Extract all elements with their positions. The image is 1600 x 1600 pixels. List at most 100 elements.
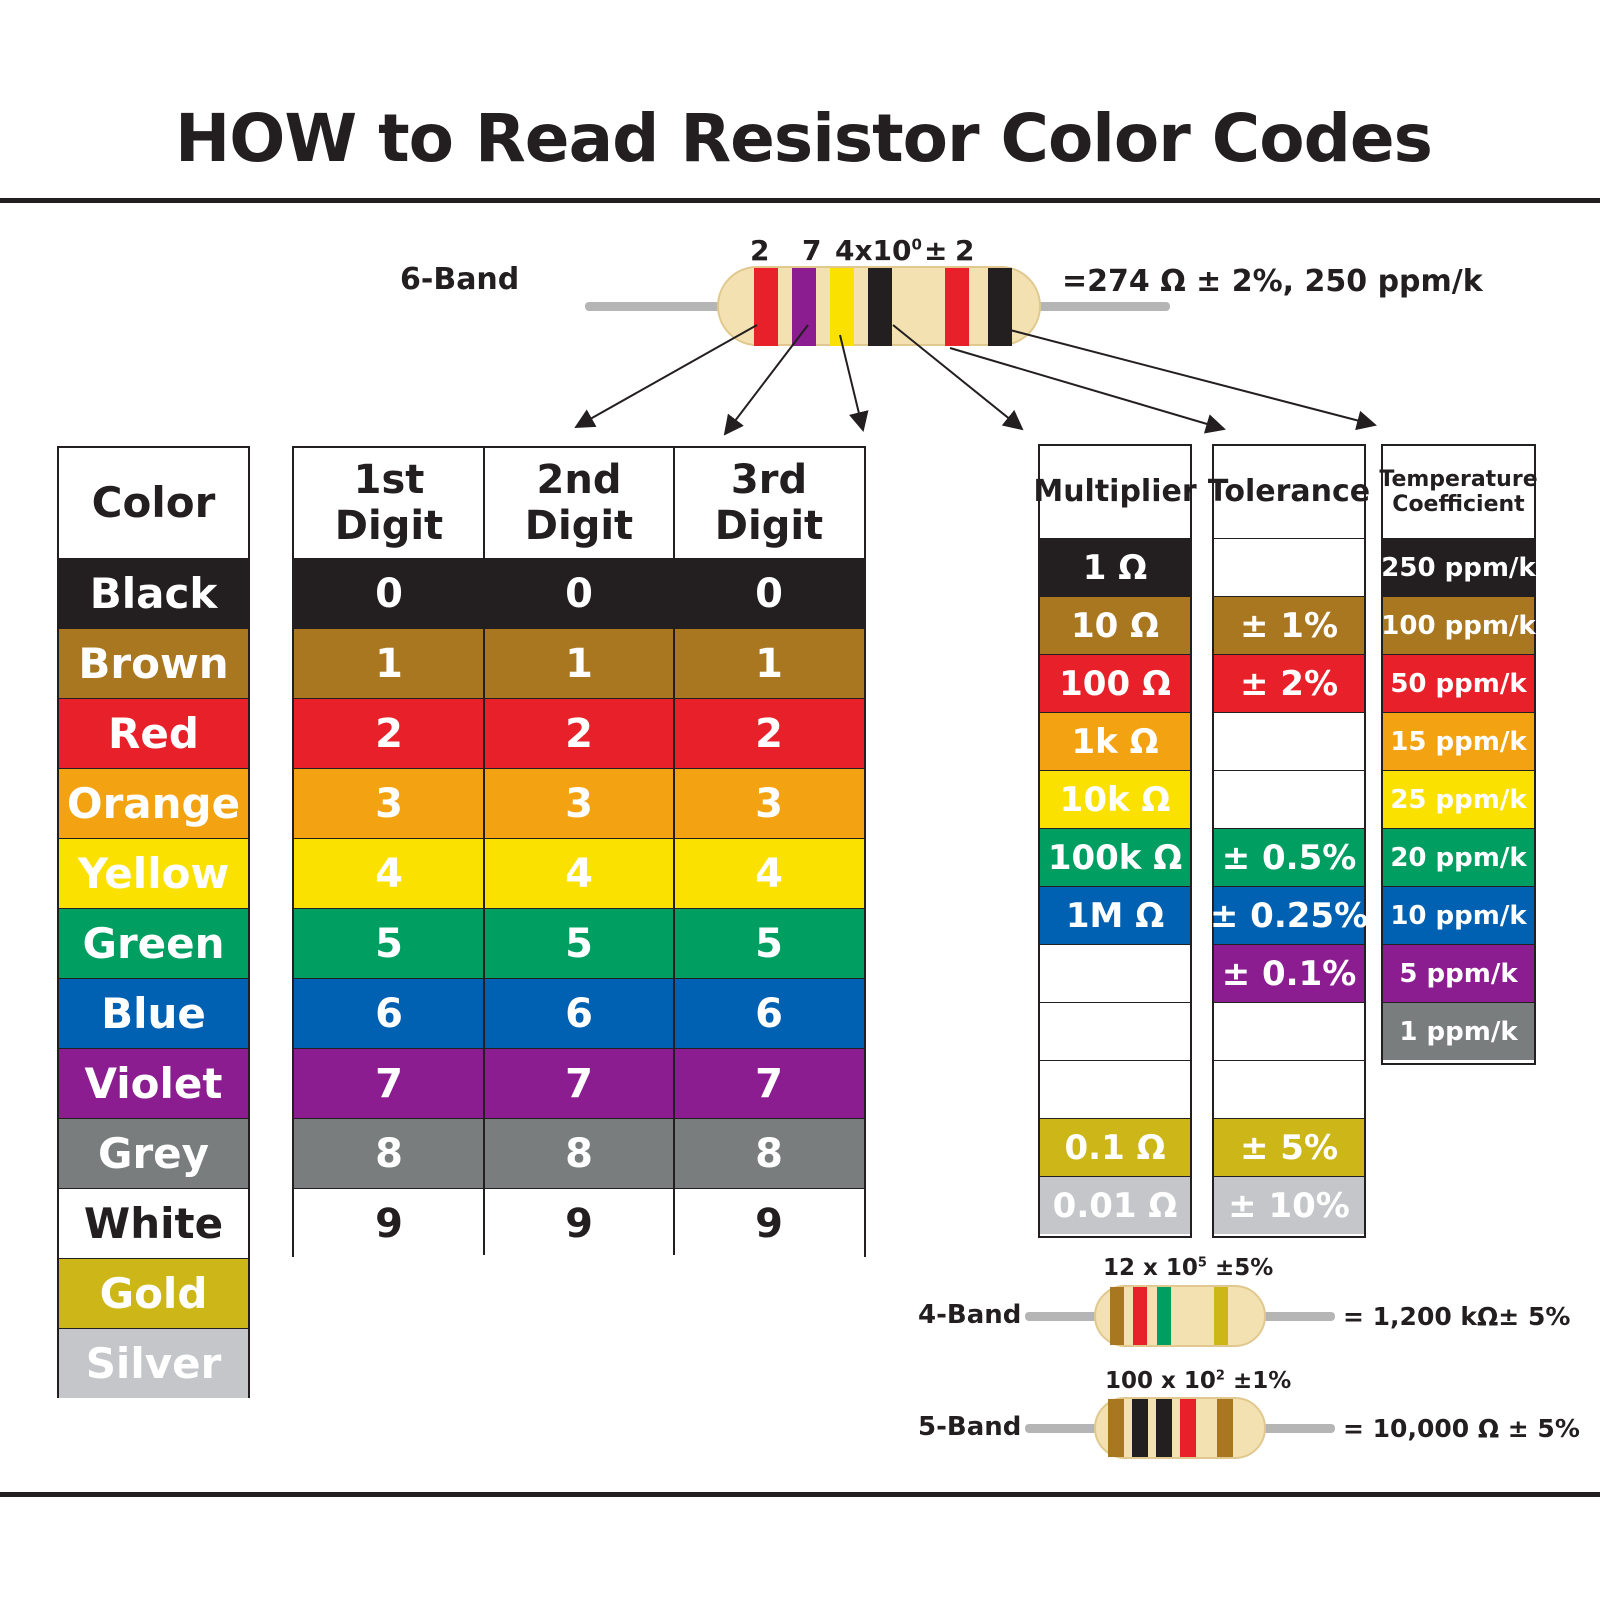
four-band-formula-tol: ±5% (1214, 1255, 1274, 1281)
temperature-coefficient-table: Temperature Coefficient 250 ppm/k 100 ppm/… (1379, 444, 1538, 1065)
arrow-to-temperature (1009, 329, 1377, 431)
bottom-divider (0, 1492, 1600, 1497)
resistor-band-brown (1108, 1399, 1124, 1457)
tolerance-row (1214, 712, 1364, 770)
tolerance-row: ± 1% (1214, 596, 1364, 654)
multiplier-table-header: Multiplier (1033, 473, 1197, 509)
digit-cell: 9 (294, 1188, 484, 1258)
tolerance-table: Tolerance ± 1% ± 2% ± 0.5% ± 0.25% ± 0.1% ± 5… (1207, 444, 1371, 1238)
color-row-orange: Orange (59, 768, 248, 838)
color-row-gold: Gold (59, 1258, 248, 1328)
tolerance-row: ± 2% (1214, 654, 1364, 712)
color-row-white: White (59, 1188, 248, 1258)
digit-cell: 8 (674, 1118, 864, 1188)
temperature-row: 5 ppm/k (1383, 944, 1534, 1002)
color-row-black: Black (59, 558, 248, 628)
digit-cell: 4 (294, 838, 484, 908)
top-divider (0, 198, 1600, 203)
digit-cell: 5 (294, 908, 484, 978)
temperature-row: 25 ppm/k (1383, 770, 1534, 828)
resistor-band-brown (1110, 1287, 1124, 1345)
four-band-formula-exp: 5 (1197, 1255, 1207, 1271)
digit-column-2: 2nd Digit 0 1 2 3 4 5 6 7 8 9 (484, 448, 674, 1258)
multiplier-row (1040, 1002, 1190, 1060)
color-row-red: Red (59, 698, 248, 768)
tolerance-row (1214, 538, 1364, 596)
temperature-row: 100 ppm/k (1381, 596, 1536, 654)
digit-cell: 2 (294, 698, 484, 768)
resistor-band-red (945, 268, 969, 346)
tolerance-row: ± 0.25% (1210, 886, 1368, 944)
tolerance-table-header: Tolerance (1207, 473, 1371, 509)
five-band-formula-tol: ±1% (1232, 1368, 1292, 1394)
resistor-band-gold (1214, 1287, 1228, 1345)
multiplier-row: 100 Ω (1040, 654, 1190, 712)
multiplier-row: 10k Ω (1040, 770, 1190, 828)
resistor-band-red (1180, 1399, 1196, 1457)
column-separator (483, 448, 485, 1255)
digit-cell: 2 (484, 698, 674, 768)
temperature-header-line-2: Coefficient (1392, 492, 1525, 517)
column-separator (673, 448, 675, 1255)
digit-column-header: 3rd Digit (674, 448, 864, 558)
digit-cell: 6 (484, 978, 674, 1048)
resistor-band-black (868, 268, 892, 346)
six-band-result: =274 Ω ± 2%, 250 ppm/k (1062, 264, 1483, 299)
digit-cell: 1 (484, 628, 674, 698)
five-band-formula-base: 100 x 10 (1105, 1368, 1216, 1394)
color-row-grey: Grey (59, 1118, 248, 1188)
tolerance-row (1214, 1002, 1364, 1060)
color-row-violet: Violet (59, 1048, 248, 1118)
four-band-result: = 1,200 kΩ± 5% (1343, 1302, 1571, 1331)
four-band-resistor (1025, 1285, 1335, 1347)
resistor-band-black (1132, 1399, 1148, 1457)
digit-cell: 3 (484, 768, 674, 838)
multiplier-row: 1M Ω (1040, 886, 1190, 944)
multiplier-row (1040, 1060, 1190, 1118)
temperature-table-header: Temperature Coefficient (1379, 446, 1537, 538)
digit-cell: 8 (484, 1118, 674, 1188)
color-row-green: Green (59, 908, 248, 978)
resistor-band-yellow (830, 268, 854, 346)
digit-header-line-1: 1st (353, 457, 425, 503)
digit-column-1: 1st Digit 0 1 2 3 4 5 6 7 8 9 (294, 448, 484, 1258)
digit-cell: 0 (484, 558, 674, 628)
temperature-row: 250 ppm/k (1381, 538, 1536, 596)
arrow-to-multiplier (892, 324, 1024, 431)
digit-cell: 4 (484, 838, 674, 908)
temperature-row: 50 ppm/k (1383, 654, 1534, 712)
color-row-yellow: Yellow (59, 838, 248, 908)
five-band-formula-exp: 2 (1215, 1368, 1225, 1384)
color-table-header: Color (91, 477, 216, 527)
digit-cell: 6 (674, 978, 864, 1048)
four-band-label: 4-Band (918, 1300, 1022, 1330)
six-band-label: 6-Band (400, 262, 520, 297)
digit-cell: 8 (294, 1118, 484, 1188)
resistor-band-green (1157, 1287, 1171, 1345)
temperature-header-line-1: Temperature (1379, 466, 1538, 492)
digit-cell: 3 (674, 768, 864, 838)
digit-cell: 7 (484, 1048, 674, 1118)
digit-header-line-1: 2nd (536, 457, 622, 503)
digit-column-header: 2nd Digit (484, 448, 674, 558)
five-band-label: 5-Band (918, 1412, 1022, 1442)
resistor-band-black (1156, 1399, 1172, 1457)
tolerance-row: ± 10% (1214, 1176, 1364, 1234)
four-band-formula: 12 x 105 ±5% (1103, 1255, 1273, 1281)
digit-cell: 1 (674, 628, 864, 698)
digit-column-header: 1st Digit (294, 448, 484, 558)
resistor-band-red (1133, 1287, 1147, 1345)
multiplier-table: Multiplier 1 Ω 10 Ω 100 Ω 1k Ω 10k Ω 100k Ω 1M… (1033, 444, 1197, 1238)
digit-header-line-2: Digit (714, 503, 824, 549)
multiplier-row (1040, 944, 1190, 1002)
multiplier-row: 1 Ω (1040, 538, 1190, 596)
digit-cell: 9 (484, 1188, 674, 1258)
multiplier-row: 1k Ω (1040, 712, 1190, 770)
four-band-formula-base: 12 x 10 (1103, 1255, 1198, 1281)
digit-cell: 9 (674, 1188, 864, 1258)
digits-table: 1st Digit 0 1 2 3 4 5 6 7 8 9 2nd Digit 0 1 2 3 4 5 6 7 8 9 3rd D… (292, 446, 866, 1258)
digit-header-line-1: 3rd (730, 457, 808, 503)
six-band-resistor (585, 266, 1170, 346)
six-band-multiplier-label: 4x100 (835, 234, 922, 267)
